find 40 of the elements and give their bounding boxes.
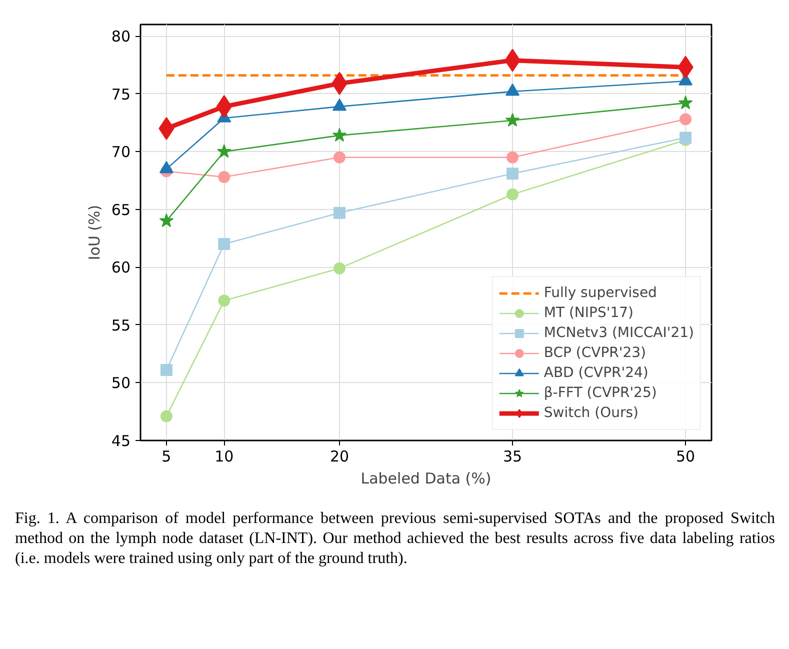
legend-label: MCNetv3 (MICCAI'21) [544, 324, 694, 342]
legend-label: BCP (CVPR'23) [544, 344, 646, 362]
point [333, 262, 346, 274]
point [506, 151, 519, 164]
x-axis-title: Labeled Data (%) [360, 470, 492, 488]
legend-label: Fully supervised [544, 284, 657, 302]
point [333, 151, 346, 164]
legend-label: Switch (Ours) [544, 404, 638, 422]
legend-label: ABD (CVPR'24) [544, 364, 648, 382]
point [160, 410, 172, 422]
x-tick-label: 35 [502, 448, 522, 466]
point [333, 206, 346, 219]
x-tick-label: 5 [162, 448, 172, 466]
point [159, 213, 174, 228]
point [680, 113, 692, 126]
x-tick-label: 50 [676, 448, 696, 466]
point [160, 364, 172, 376]
y-tick-label: 75 [111, 85, 131, 104]
point [678, 96, 693, 110]
point [218, 294, 230, 307]
point [506, 168, 519, 180]
x-tick-label: 20 [330, 448, 350, 466]
caption: Fig. 1. A comparison of model performance between previous semi-supervised SOTAs and the proposed Switch method on the lymph node dataset (LN-INT). Our method achieved the best results across five data labeling ratios (i.e. models were trained using only part of the ground truth). [15, 509, 775, 569]
y-tick-label: 70 [111, 143, 131, 162]
point [332, 128, 347, 142]
y-tick-label: 45 [111, 432, 131, 450]
y-tick-label: 50 [111, 374, 131, 392]
x-tick-label: 10 [214, 448, 234, 466]
y-tick-label: 80 [111, 28, 131, 46]
point [505, 112, 520, 127]
point [506, 188, 519, 200]
y-tick-label: 55 [111, 316, 131, 334]
legend-label: MT (NIPS'17) [544, 304, 634, 322]
y-tick-label: 65 [111, 200, 131, 219]
y-axis-title: IoU (%) [85, 204, 104, 260]
legend-label: β-FFT (CVPR'25) [544, 384, 657, 402]
point [216, 144, 232, 158]
point [218, 238, 230, 250]
point [218, 171, 230, 184]
y-tick-label: 60 [111, 258, 131, 277]
